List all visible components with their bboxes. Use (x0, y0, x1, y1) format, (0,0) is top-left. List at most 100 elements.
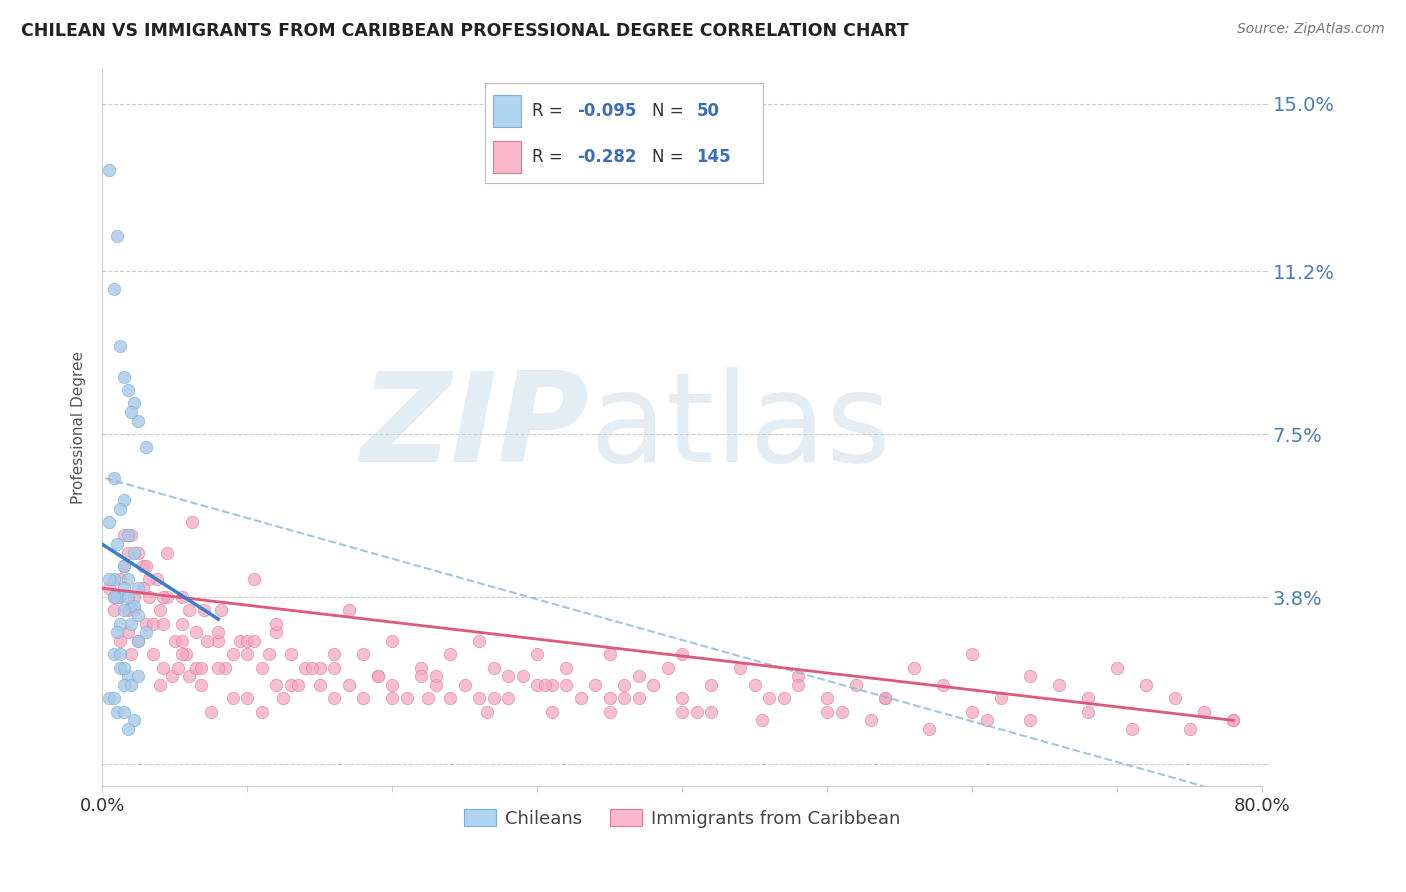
Point (496, 669, 519, 683)
Point (142, 648, 165, 662)
Point (758, 691, 780, 706)
Point (627, 691, 650, 706)
Point (1077, 691, 1099, 706)
Point (280, 648, 302, 662)
Text: Source: ZipAtlas.com: Source: ZipAtlas.com (1237, 22, 1385, 37)
Point (160, 669, 183, 683)
Point (122, 590, 145, 604)
Point (105, 705, 128, 719)
Point (132, 559, 155, 574)
Point (250, 660, 273, 674)
Point (243, 573, 266, 587)
Point (122, 546, 145, 560)
Point (179, 669, 201, 683)
Point (117, 546, 139, 560)
Point (176, 648, 198, 662)
Point (105, 625, 128, 640)
Point (236, 648, 259, 662)
Point (108, 573, 131, 587)
Point (135, 625, 157, 640)
Point (418, 691, 440, 706)
Point (190, 660, 212, 674)
Point (439, 648, 461, 662)
Point (772, 691, 794, 706)
Point (671, 648, 693, 662)
Point (138, 590, 160, 604)
Point (120, 616, 142, 631)
Point (482, 660, 505, 674)
Point (367, 669, 389, 683)
Point (395, 691, 418, 706)
Point (170, 648, 193, 662)
Point (482, 691, 505, 706)
Point (103, 590, 125, 604)
Text: ZIP: ZIP (361, 367, 589, 488)
Point (425, 669, 447, 683)
Point (117, 590, 139, 604)
Point (280, 678, 302, 692)
Point (127, 669, 149, 683)
Point (105, 590, 128, 604)
Point (308, 660, 330, 674)
Point (425, 678, 447, 692)
Point (117, 625, 139, 640)
Point (903, 660, 925, 674)
Point (156, 590, 179, 604)
Point (540, 705, 562, 719)
Point (138, 573, 160, 587)
Point (323, 660, 346, 674)
Point (103, 590, 125, 604)
Point (815, 705, 838, 719)
Point (105, 590, 128, 604)
Point (117, 383, 139, 397)
Point (257, 648, 280, 662)
Point (117, 573, 139, 587)
Point (112, 603, 135, 617)
Point (730, 660, 752, 674)
Point (439, 691, 461, 706)
Point (526, 648, 548, 662)
Point (599, 705, 621, 719)
Point (108, 590, 131, 604)
Point (1222, 714, 1244, 728)
Point (207, 660, 229, 674)
Point (875, 691, 897, 706)
Point (1121, 723, 1143, 737)
Point (250, 705, 273, 719)
Point (222, 691, 245, 706)
Point (120, 528, 142, 542)
Point (112, 559, 135, 574)
Point (613, 678, 636, 692)
Point (381, 634, 404, 648)
Point (214, 660, 236, 674)
Point (170, 590, 193, 604)
Point (186, 625, 208, 640)
Point (599, 691, 621, 706)
Point (156, 546, 179, 560)
Point (152, 660, 174, 674)
Point (127, 607, 149, 622)
Point (1222, 714, 1244, 728)
Point (166, 660, 188, 674)
Point (686, 705, 709, 719)
Point (411, 669, 433, 683)
Point (381, 691, 404, 706)
Point (468, 634, 491, 648)
Point (475, 705, 498, 719)
Point (875, 691, 897, 706)
Point (103, 691, 125, 706)
Legend: Chileans, Immigrants from Caribbean: Chileans, Immigrants from Caribbean (457, 802, 908, 835)
Point (308, 678, 330, 692)
Point (337, 603, 360, 617)
Point (112, 493, 135, 508)
Point (337, 678, 360, 692)
Point (932, 678, 955, 692)
Point (122, 714, 145, 728)
Point (569, 691, 592, 706)
Y-axis label: Professional Degree: Professional Degree (72, 351, 86, 504)
Point (1107, 660, 1129, 674)
Point (526, 678, 548, 692)
Point (170, 616, 193, 631)
Point (117, 669, 139, 683)
Point (108, 648, 131, 662)
